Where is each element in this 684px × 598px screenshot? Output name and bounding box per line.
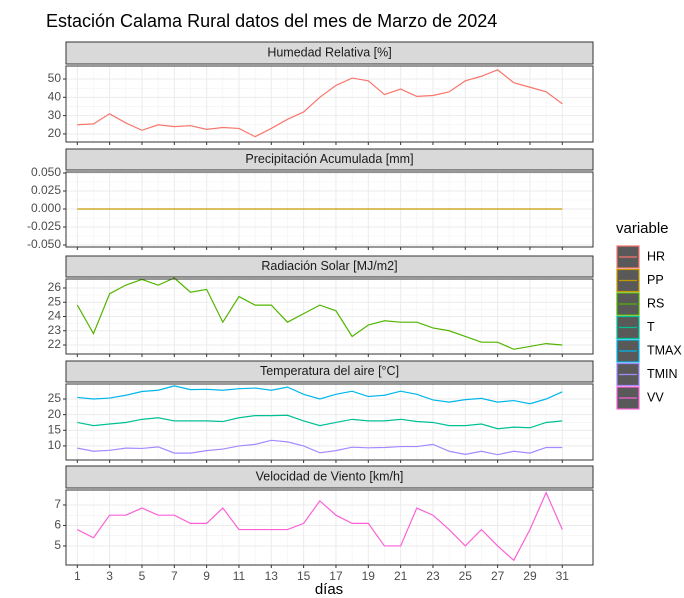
strip-label: Velocidad de Viento [km/h] — [256, 469, 404, 483]
panel-border — [65, 489, 594, 566]
legend-label: TMAX — [647, 343, 682, 357]
x-tick-label: 9 — [203, 569, 210, 583]
y-tick-label: 26 — [48, 280, 62, 294]
legend-label: TMIN — [647, 367, 678, 381]
y-tick-label: 20 — [48, 126, 62, 140]
x-tick-label: 27 — [491, 569, 505, 583]
y-tick-label: 30 — [48, 108, 62, 122]
legend-label: VV — [647, 390, 664, 404]
y-tick-label: 20 — [48, 407, 62, 421]
x-tick-label: 29 — [523, 569, 537, 583]
y-tick-label: 0.000 — [31, 201, 61, 215]
line — [77, 491, 563, 562]
y-tick-label: 0.050 — [31, 165, 61, 179]
legend-label: RS — [647, 296, 664, 310]
x-tick-label: 7 — [171, 569, 178, 583]
x-tick-label: 25 — [459, 569, 473, 583]
panel-border — [65, 65, 594, 143]
x-tick-label: 13 — [265, 569, 279, 583]
legend-label: T — [647, 320, 655, 334]
x-tick-label: 15 — [297, 569, 311, 583]
line — [76, 277, 563, 350]
x-tick-label: 19 — [362, 569, 376, 583]
strip-label: Humedad Relativa [%] — [267, 45, 391, 59]
x-tick-label: 17 — [329, 569, 343, 583]
y-tick-label: 6 — [54, 518, 61, 532]
line — [77, 385, 563, 405]
strip — [65, 255, 594, 278]
y-tick-label: 7 — [54, 497, 61, 511]
strip — [65, 465, 594, 489]
x-tick-label: 3 — [106, 569, 113, 583]
strip-label: Precipitación Acumulada [mm] — [245, 152, 413, 166]
strip — [65, 148, 594, 171]
y-tick-label: 23 — [48, 323, 62, 337]
x-tick-label: 11 — [233, 569, 246, 583]
y-tick-label: 22 — [48, 337, 62, 351]
line — [77, 69, 563, 138]
legend-title: variable — [616, 220, 669, 237]
x-tick-label: 23 — [426, 569, 440, 583]
y-tick-label: 25 — [48, 391, 62, 405]
y-tick-label: 40 — [48, 89, 62, 103]
line — [77, 414, 563, 430]
legend-label: HR — [647, 249, 665, 263]
x-tick-label: 1 — [74, 569, 81, 583]
y-tick-label: 5 — [54, 538, 61, 552]
x-tick-label: 21 — [394, 569, 408, 583]
chart-title: Estación Calama Rural datos del mes de M… — [46, 11, 497, 31]
y-tick-label: 24 — [48, 309, 62, 323]
strip-label: Radiación Solar [MJ/m2] — [261, 259, 397, 273]
panel-border — [65, 383, 594, 461]
y-tick-label: 0.025 — [31, 183, 61, 197]
strip — [65, 41, 594, 65]
legend-label: PP — [647, 273, 664, 287]
x-tick-label: 5 — [139, 569, 146, 583]
strip-label: Temperatura del aire [°C] — [260, 364, 399, 378]
y-tick-label: 10 — [48, 438, 62, 452]
strip — [65, 360, 594, 383]
y-tick-label: 15 — [48, 422, 62, 436]
panel-border — [65, 278, 594, 355]
y-tick-label: 50 — [48, 71, 62, 85]
panel-border — [65, 171, 594, 248]
x-tick-label: 31 — [556, 569, 570, 583]
y-tick-label: -0.050 — [27, 237, 61, 251]
y-tick-label: -0.025 — [27, 219, 61, 233]
line — [77, 439, 563, 456]
x-axis-title: días — [315, 581, 343, 598]
y-tick-label: 25 — [48, 294, 62, 308]
